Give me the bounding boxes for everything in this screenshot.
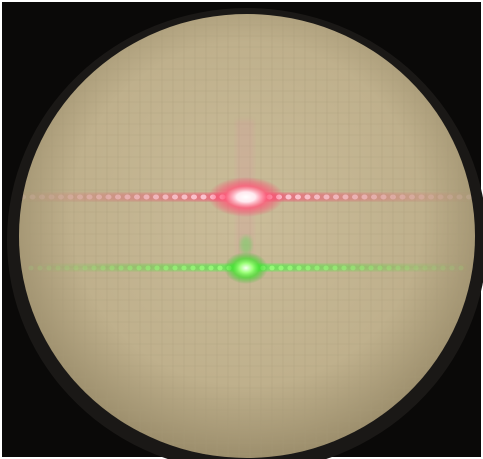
red-spot bbox=[390, 194, 396, 200]
red-spot bbox=[200, 194, 207, 200]
red-spot bbox=[67, 194, 74, 200]
green-spot bbox=[440, 265, 446, 271]
red-spot bbox=[143, 194, 150, 200]
green-spot bbox=[100, 265, 106, 271]
red-spot bbox=[304, 194, 311, 200]
red-spot bbox=[96, 194, 102, 200]
green-spot bbox=[181, 265, 187, 271]
red-spot bbox=[371, 194, 377, 200]
red-spot bbox=[181, 194, 188, 200]
green-spot bbox=[350, 265, 356, 271]
green-spot bbox=[46, 265, 52, 271]
red-spot bbox=[162, 194, 169, 200]
red-spot bbox=[447, 194, 453, 200]
green-spot bbox=[395, 265, 401, 271]
green-spot bbox=[109, 265, 115, 271]
green-spot bbox=[332, 265, 338, 271]
green-spot bbox=[154, 265, 160, 271]
red-spot bbox=[399, 194, 406, 200]
green-spot bbox=[449, 265, 455, 271]
green-spot bbox=[269, 265, 275, 271]
green-spot bbox=[136, 265, 142, 271]
red-spot bbox=[342, 194, 349, 200]
green-spot bbox=[82, 265, 88, 271]
green-spot bbox=[91, 265, 97, 271]
green-spot bbox=[368, 265, 374, 271]
red-spot bbox=[428, 194, 434, 200]
green-spot bbox=[64, 265, 70, 271]
green-spot bbox=[199, 265, 205, 271]
green-spot bbox=[404, 265, 410, 271]
green-spot bbox=[359, 265, 365, 271]
green-spot bbox=[413, 265, 419, 271]
green-spot bbox=[386, 265, 392, 271]
green-spot bbox=[163, 265, 169, 271]
green-spot bbox=[458, 265, 464, 271]
green-spot bbox=[28, 265, 34, 271]
green-spot bbox=[431, 265, 437, 271]
red-spot bbox=[191, 194, 197, 200]
red-spot bbox=[333, 194, 339, 200]
green-spot bbox=[55, 265, 61, 271]
patterns bbox=[20, 120, 475, 284]
green-spot bbox=[296, 265, 302, 271]
green-spot bbox=[422, 265, 428, 271]
red-spot bbox=[352, 194, 358, 200]
green-spot bbox=[377, 265, 383, 271]
green-spot bbox=[73, 265, 79, 271]
green-spot bbox=[217, 265, 223, 271]
green-spot bbox=[208, 265, 214, 271]
red-spot bbox=[124, 194, 131, 200]
green-spot bbox=[341, 265, 347, 271]
green-spot bbox=[190, 265, 196, 271]
red-spot bbox=[466, 194, 472, 200]
red-spot bbox=[134, 194, 140, 200]
green-center bbox=[224, 252, 268, 284]
red-spot bbox=[456, 194, 463, 200]
red-spot bbox=[39, 194, 45, 200]
red-spot bbox=[29, 194, 36, 200]
green-spot bbox=[305, 265, 311, 271]
red-spot bbox=[380, 194, 387, 200]
red-spot bbox=[105, 194, 112, 200]
green-spot bbox=[323, 265, 329, 271]
green-spot bbox=[37, 265, 43, 271]
red-spot bbox=[86, 194, 93, 200]
green-spot bbox=[287, 265, 293, 271]
red-spot bbox=[314, 194, 320, 200]
green-spot bbox=[118, 265, 124, 271]
green-spot bbox=[314, 265, 320, 271]
green-spot bbox=[172, 265, 178, 271]
red-spot bbox=[285, 194, 292, 200]
red-spot bbox=[295, 194, 301, 200]
red-spot bbox=[323, 194, 330, 200]
green-reflection bbox=[240, 236, 252, 254]
red-spot bbox=[409, 194, 415, 200]
red-spot bbox=[153, 194, 159, 200]
green-spots bbox=[28, 265, 464, 271]
red-spot bbox=[115, 194, 121, 200]
red-spot bbox=[361, 194, 368, 200]
red-spot bbox=[437, 194, 444, 200]
red-spot bbox=[77, 194, 83, 200]
red-center bbox=[208, 177, 284, 217]
red-spot bbox=[172, 194, 178, 200]
red-spot bbox=[58, 194, 64, 200]
green-spot bbox=[145, 265, 151, 271]
green-spot bbox=[278, 265, 284, 271]
red-spot bbox=[48, 194, 55, 200]
green-spot bbox=[127, 265, 133, 271]
red-spots bbox=[20, 194, 472, 200]
red-spot bbox=[418, 194, 425, 200]
